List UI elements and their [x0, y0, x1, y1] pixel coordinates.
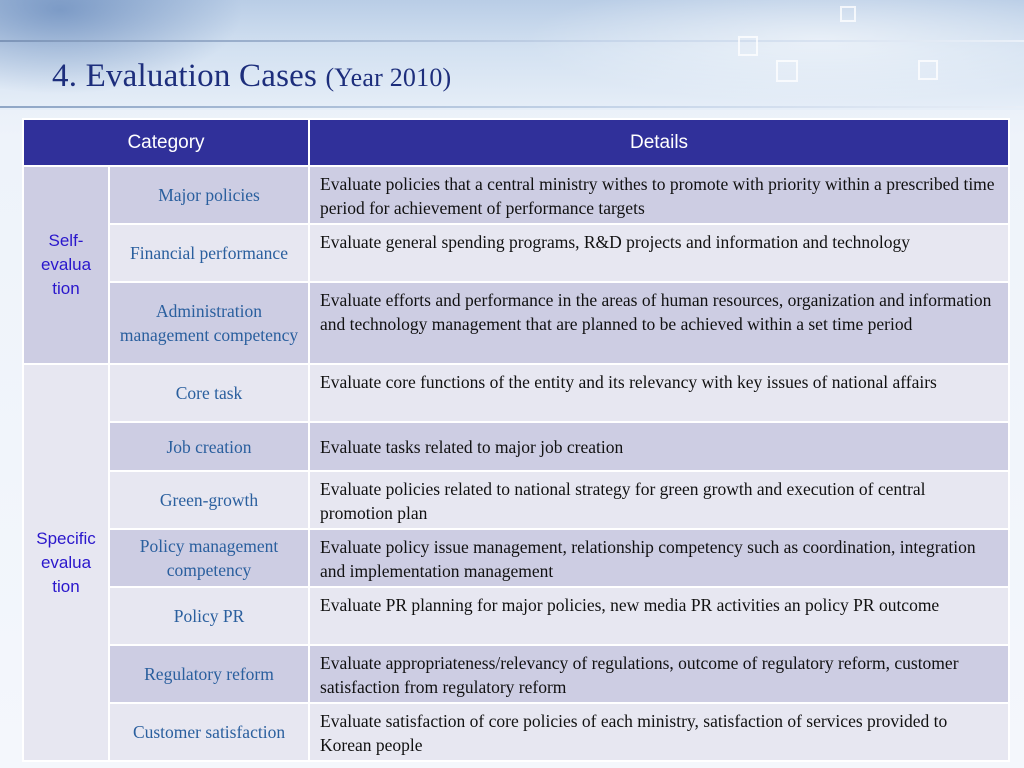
group-label-self-evaluation: Self- evalua tion: [22, 165, 110, 365]
table-row: Administration management competency Eva…: [23, 281, 1011, 365]
table-row: Customer satisfaction Evaluate satisfact…: [23, 702, 1011, 762]
table-row: Financial performance Evaluate general s…: [23, 223, 1011, 283]
banner-divider-bottom: [0, 106, 1024, 108]
table-row: Policy management competency Evaluate po…: [23, 528, 1011, 588]
details-cell: Evaluate appropriateness/relevancy of re…: [308, 644, 1011, 704]
category-cell: Green-growth: [107, 470, 311, 530]
decorative-square-icon: [776, 60, 798, 82]
group-label-text: Self- evalua tion: [40, 231, 92, 298]
group-label-specific-evaluation: Specific evalua tion: [22, 363, 110, 762]
slide-title-main: 4. Evaluation Cases: [52, 58, 326, 94]
category-cell: Core task: [107, 363, 311, 423]
table-row: Green-growth Evaluate policies related t…: [23, 470, 1011, 530]
slide-title-year: (Year 2010): [325, 63, 452, 92]
category-cell: Financial performance: [107, 223, 311, 283]
category-cell: Policy management competency: [107, 528, 311, 588]
details-cell: Evaluate general spending programs, R&D …: [308, 223, 1011, 283]
details-cell: Evaluate satisfaction of core policies o…: [308, 702, 1011, 762]
details-cell: Evaluate core functions of the entity an…: [308, 363, 1011, 423]
group-label-text: Specific evalua tion: [36, 528, 96, 596]
table-row: Job creation Evaluate tasks related to m…: [23, 421, 1011, 472]
table-header-row: Category Details: [21, 118, 1011, 167]
table-row: Specific evalua tion Core task Evaluate …: [22, 363, 1011, 762]
evaluation-cases-table: Category Details Self- evalua tion Major…: [21, 118, 1011, 762]
decorative-square-icon: [738, 36, 758, 56]
details-cell: Evaluate policy issue management, relati…: [308, 528, 1011, 588]
decorative-square-icon: [840, 6, 856, 22]
category-cell: Major policies: [107, 165, 311, 225]
banner-divider-top: [0, 40, 1024, 42]
category-cell: Job creation: [107, 421, 311, 472]
details-cell: Evaluate tasks related to major job crea…: [308, 421, 1011, 472]
details-cell: Evaluate policies that a central ministr…: [308, 165, 1011, 225]
table-row: Self- evalua tion Major policies Evaluat…: [22, 165, 1011, 365]
header-banner: [0, 0, 1024, 110]
details-cell: Evaluate policies related to national st…: [308, 470, 1011, 530]
category-cell: Administration management competency: [107, 281, 311, 365]
header-details: Details: [308, 118, 1011, 167]
details-cell: Evaluate efforts and performance in the …: [308, 281, 1011, 365]
category-cell: Customer satisfaction: [107, 702, 311, 762]
category-cell: Policy PR: [107, 586, 311, 646]
decorative-square-icon: [918, 60, 938, 80]
slide-title: 4. Evaluation Cases (Year 2010): [52, 58, 451, 95]
table-row: Policy PR Evaluate PR planning for major…: [23, 586, 1011, 646]
table-row: Regulatory reform Evaluate appropriatene…: [23, 644, 1011, 704]
header-category: Category: [21, 118, 311, 167]
details-cell: Evaluate PR planning for major policies,…: [308, 586, 1011, 646]
category-cell: Regulatory reform: [107, 644, 311, 704]
